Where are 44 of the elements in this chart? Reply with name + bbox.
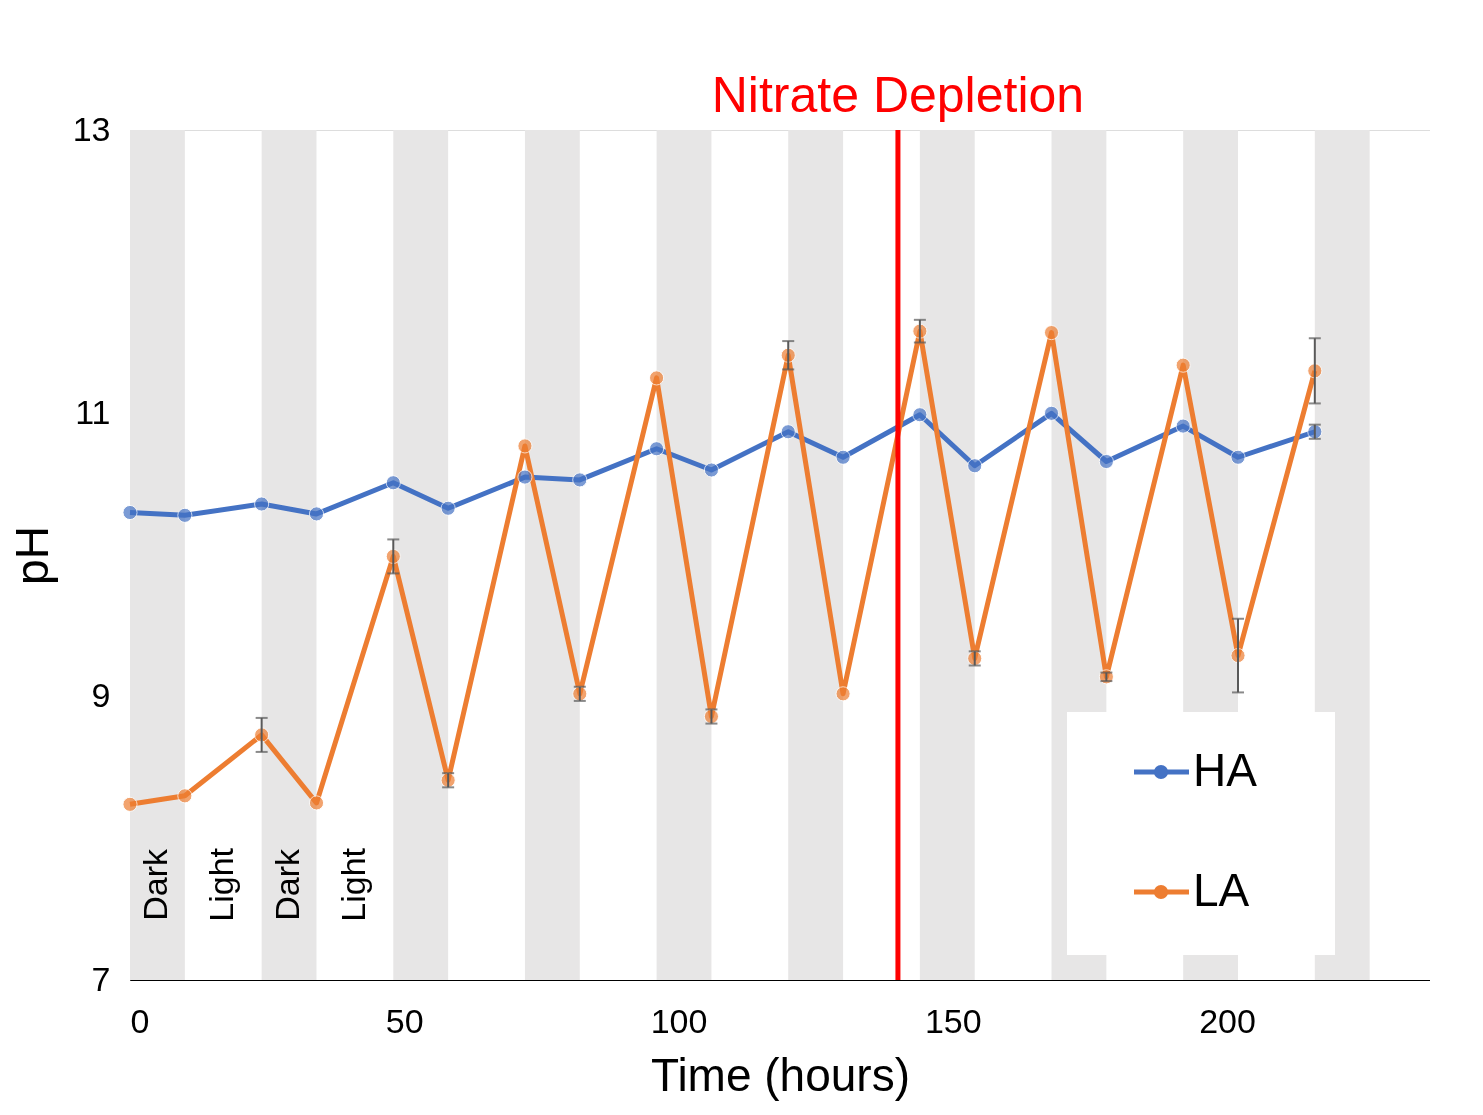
annotation: Dark <box>136 847 175 921</box>
point <box>649 441 665 457</box>
point <box>440 500 456 516</box>
point <box>1175 357 1191 373</box>
point <box>517 438 533 454</box>
point <box>649 370 665 386</box>
x-tick-label: 150 <box>924 1001 982 1040</box>
x-tick-label: 100 <box>650 1001 708 1040</box>
point <box>1230 449 1246 465</box>
point <box>177 788 193 804</box>
point <box>122 504 138 521</box>
point <box>1175 418 1191 434</box>
point <box>517 469 533 485</box>
point <box>780 424 796 440</box>
point <box>835 686 851 702</box>
y-tick-label: 13 <box>72 109 111 148</box>
y-axis-title: pH <box>5 526 58 585</box>
x-tick-label: 0 <box>130 1001 150 1040</box>
legend-label: HA <box>1193 744 1258 796</box>
point <box>122 796 138 812</box>
y-tick-label: 9 <box>91 676 111 715</box>
annotation: Light <box>333 847 372 922</box>
ref-line-label: Nitrate Depletion <box>711 67 1085 123</box>
x-axis-title: Time (hours) <box>651 1048 910 1101</box>
x-tick-label: 200 <box>1199 1001 1256 1040</box>
legend-label: LA <box>1193 864 1250 916</box>
x-tick-label: 50 <box>385 1001 424 1040</box>
point <box>967 458 983 474</box>
y-tick-label: 11 <box>75 392 111 431</box>
point <box>254 496 270 512</box>
annotation: Light <box>202 847 241 922</box>
point <box>308 795 325 811</box>
point <box>385 475 401 491</box>
y-tick-label: 7 <box>91 959 111 998</box>
point <box>308 506 325 522</box>
point <box>912 407 928 423</box>
point <box>1043 325 1060 341</box>
point <box>835 449 851 465</box>
annotation: Dark <box>268 847 307 921</box>
point <box>177 507 193 523</box>
point <box>1043 405 1060 421</box>
point <box>572 472 588 488</box>
point <box>703 462 720 478</box>
point <box>1098 453 1114 470</box>
